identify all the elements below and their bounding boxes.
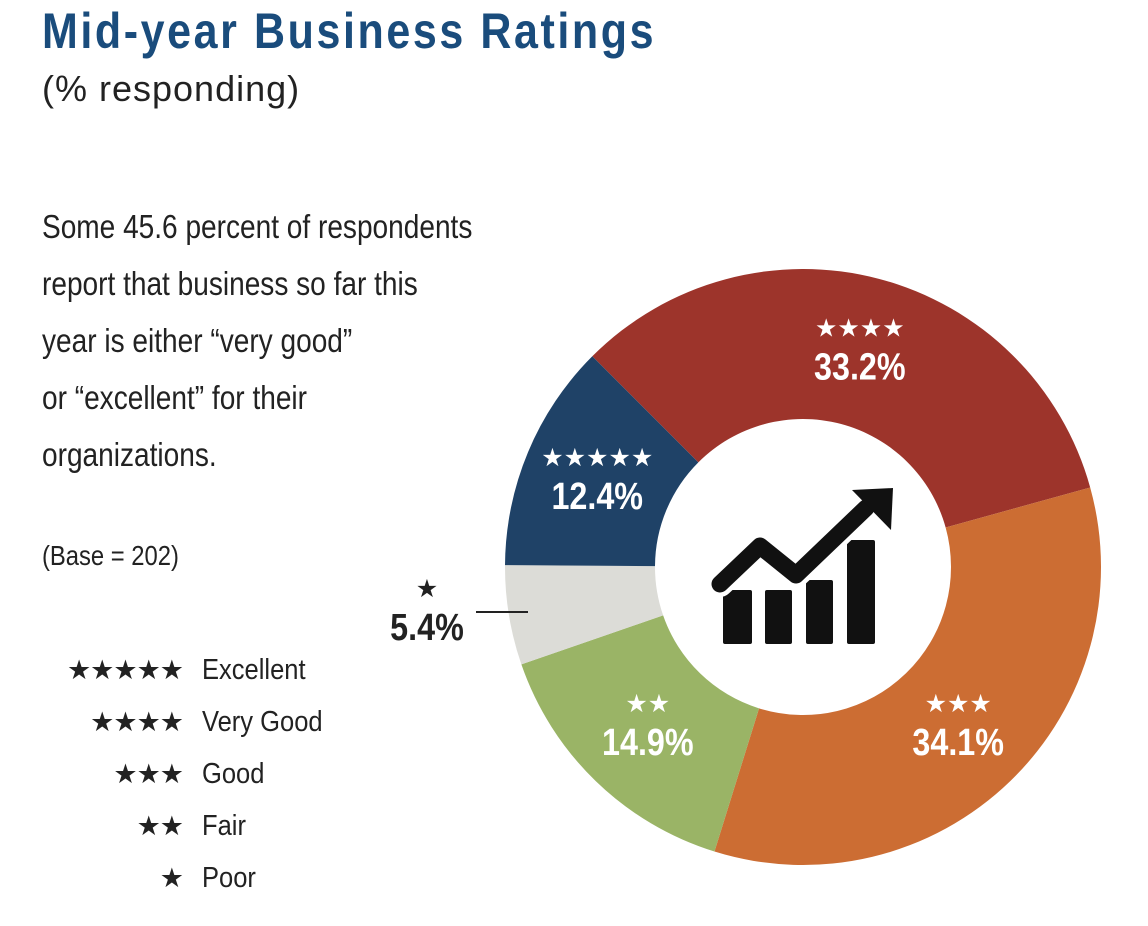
chart-subtitle: (% responding) [42, 68, 301, 109]
slice-value-label: 5.4% [390, 607, 464, 649]
legend-stars: ★ [159, 862, 184, 893]
slice-stars: ★★★ [925, 689, 992, 718]
slice-value-label: 12.4% [551, 476, 643, 518]
slice-stars: ★★★★★ [541, 443, 653, 472]
slice-very-good [592, 268, 1091, 528]
note-line: report that business so far this [42, 265, 418, 302]
slice-value-label: 33.2% [814, 346, 906, 388]
chart-title: Mid-year Business Ratings [42, 3, 657, 59]
legend-label: Good [202, 757, 265, 790]
slice-poor [505, 565, 664, 665]
note-line: or “excellent” for their [42, 379, 308, 416]
note-line: organizations. [42, 436, 217, 473]
slice-good [714, 487, 1101, 865]
legend-stars: ★★★ [113, 758, 184, 789]
summary-note: Some 45.6 percent of respondents report … [42, 198, 472, 483]
legend-label: Poor [202, 861, 256, 894]
growth-chart-arrow-icon [707, 488, 893, 644]
legend-stars: ★★★★ [90, 706, 184, 737]
slice-excellent [505, 356, 699, 567]
legend-stars: ★★ [136, 810, 184, 841]
legend-label: Excellent [202, 653, 306, 686]
slice-stars: ★★★★ [815, 313, 905, 342]
legend-stars: ★★★★★ [66, 654, 184, 685]
slice-fair [521, 615, 760, 852]
slice-value-label: 14.9% [602, 722, 694, 764]
legend-label: Fair [202, 809, 246, 842]
slice-value-label: 34.1% [912, 722, 1004, 764]
note-line: Some 45.6 percent of respondents [42, 208, 473, 245]
note-line: year is either “very good” [42, 322, 353, 359]
base-count: (Base = 202) [42, 540, 179, 571]
legend-label: Very Good [202, 705, 323, 738]
slice-stars: ★★ [625, 689, 670, 718]
slice-stars: ★ [416, 574, 438, 603]
